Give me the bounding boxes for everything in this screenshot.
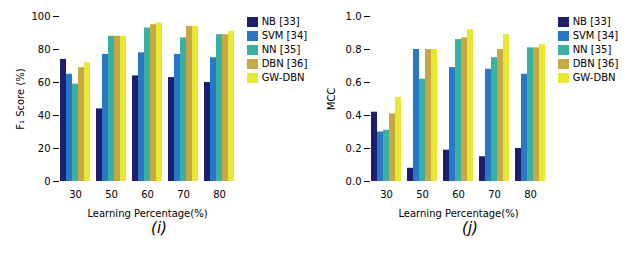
html-text:NN [35]: NN [35] [572,44,612,55]
svg-text:0.6: 0.6 [345,77,361,88]
svg-text:1.0: 1.0 [345,11,361,22]
html-text:DBN [36]: DBN [36] [572,58,619,69]
svg-text:MCC: MCC [325,88,336,111]
html-text:NN [35]: NN [35] [261,44,301,55]
html-text:SVM [34]: SVM [34] [261,30,308,41]
html-text:NB [33]: NB [33] [572,16,611,27]
html-text:DBN [36]: DBN [36] [261,58,308,69]
svg-text:30: 30 [69,189,82,200]
svg-text:0: 0 [44,176,50,187]
svg-text:60: 60 [37,77,50,88]
svg-text:80: 80 [37,44,50,55]
svg-text:70: 70 [488,189,501,200]
svg-text:30: 30 [380,189,393,200]
svg-text:0.8: 0.8 [345,44,361,55]
svg-text:F₁ Score (%): F₁ Score (%) [14,68,25,130]
svg-text:60: 60 [452,189,465,200]
svg-text:50: 50 [416,189,429,200]
html-text:(j): (j) [462,219,478,237]
svg-text:70: 70 [177,189,190,200]
svg-text:100: 100 [31,11,50,22]
svg-text:0.2: 0.2 [345,143,361,154]
html-text:(i): (i) [151,219,167,237]
svg-text:80: 80 [213,189,226,200]
svg-text:Learning Percentage(%): Learning Percentage(%) [398,208,518,219]
html-text:GW-DBN: GW-DBN [572,72,616,83]
html-text:NB [33]: NB [33] [261,16,300,27]
svg-text:40: 40 [37,110,50,121]
html-text:GW-DBN: GW-DBN [261,72,305,83]
svg-text:0.0: 0.0 [345,176,361,187]
svg-text:50: 50 [105,189,118,200]
svg-text:60: 60 [141,189,154,200]
html-text:SVM [34]: SVM [34] [572,30,619,41]
svg-text:Learning Percentage(%): Learning Percentage(%) [87,208,207,219]
svg-text:0.4: 0.4 [345,110,361,121]
svg-text:20: 20 [37,143,50,154]
svg-text:80: 80 [524,189,537,200]
